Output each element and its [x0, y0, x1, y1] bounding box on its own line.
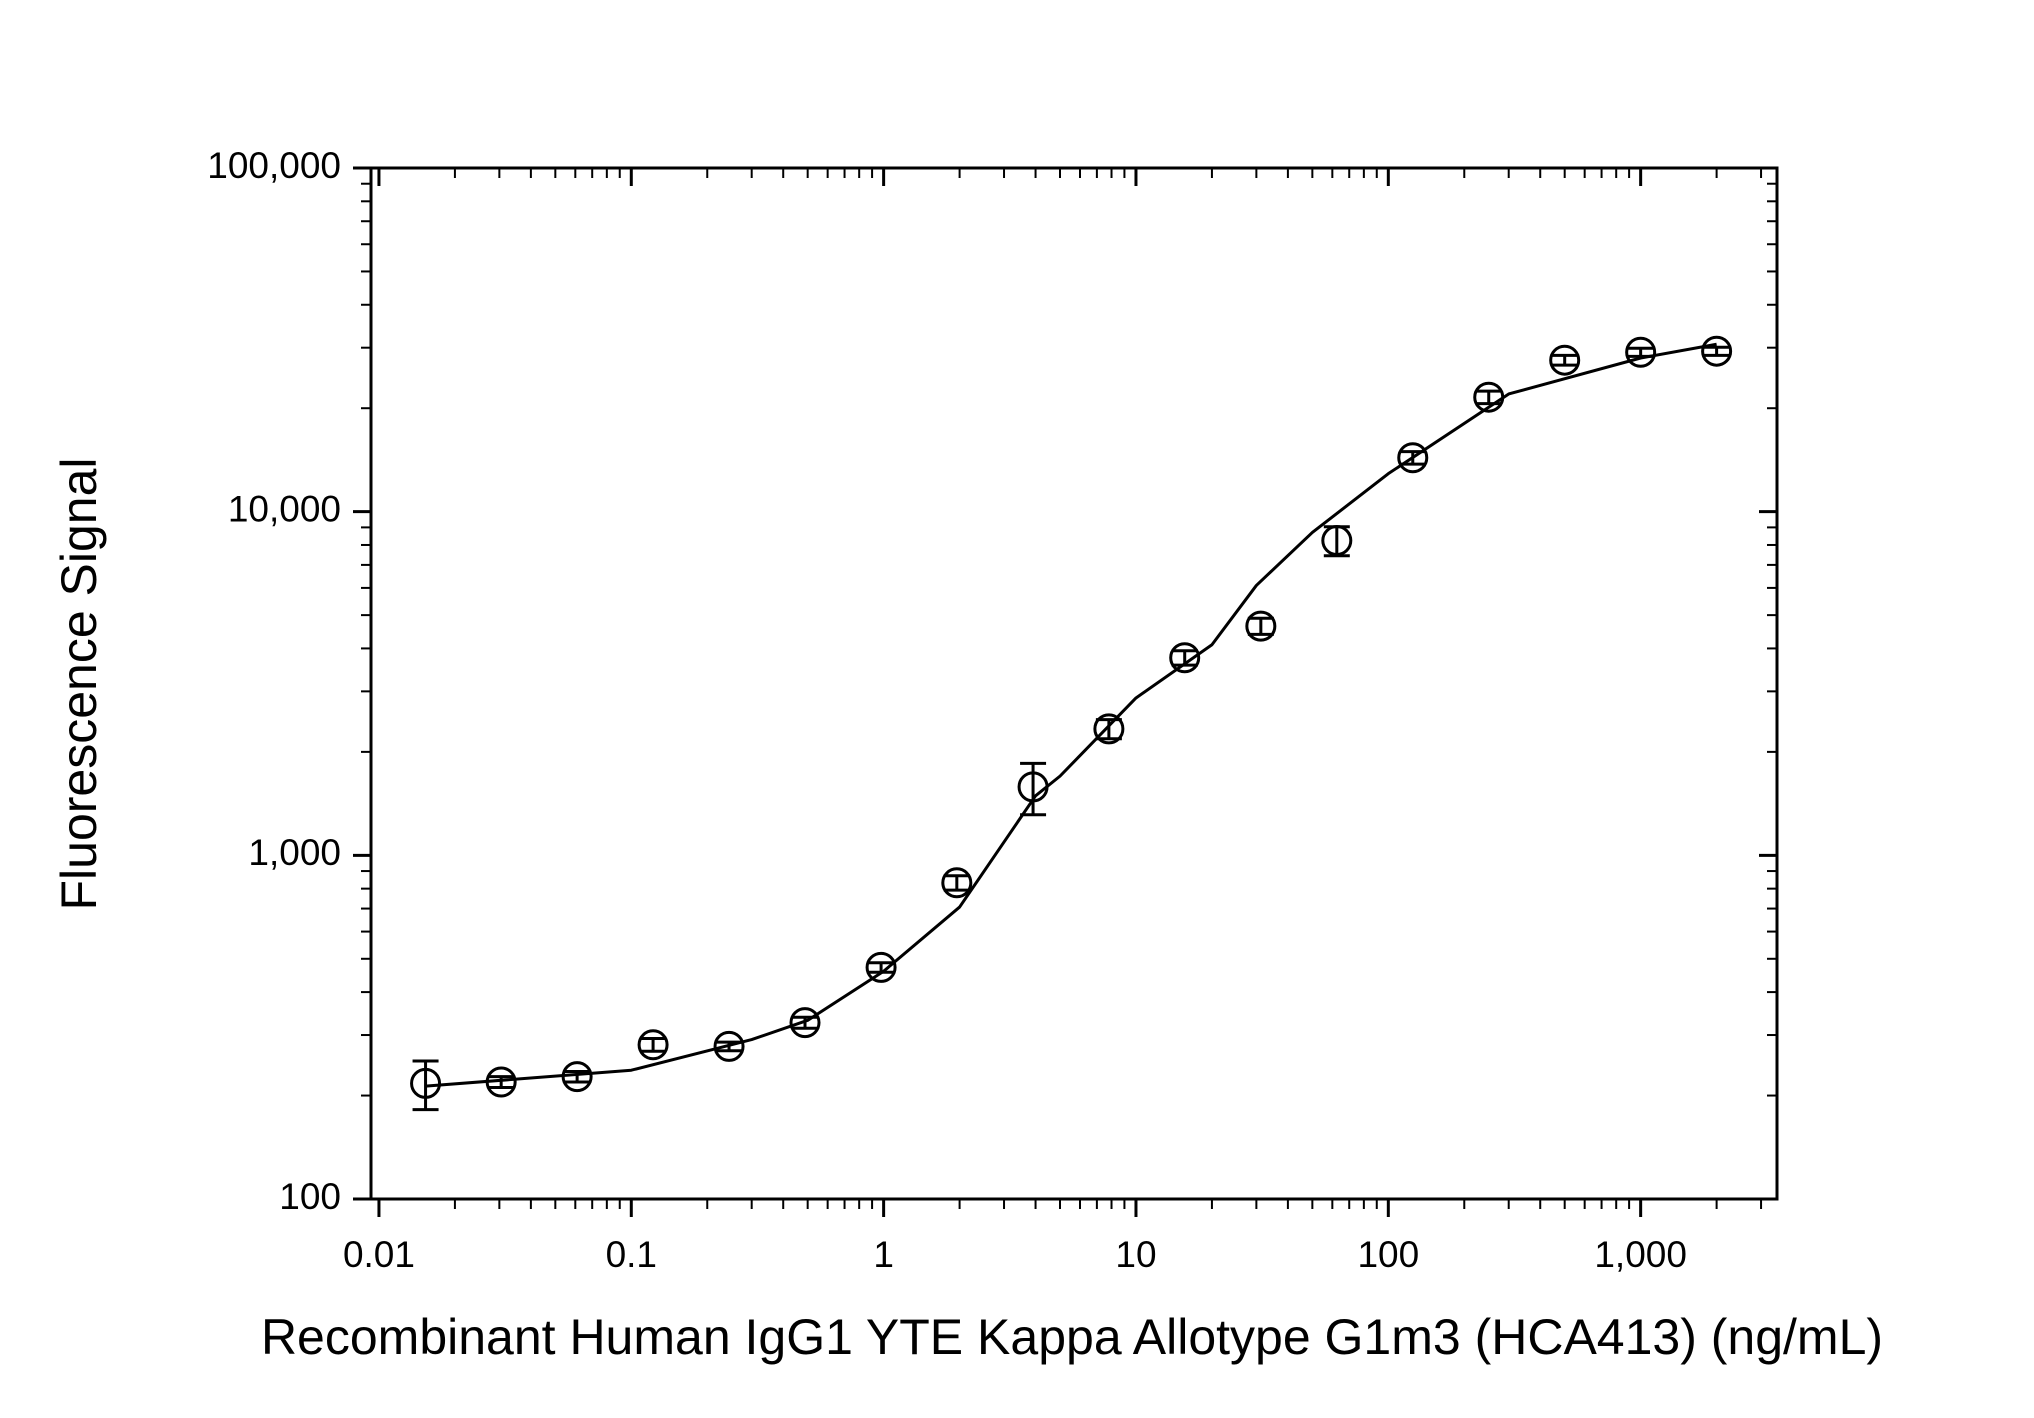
y-tick-label: 1,000 [248, 832, 341, 873]
data-point [1321, 525, 1353, 557]
error-bar [1475, 389, 1502, 406]
error-bar [1247, 616, 1274, 636]
data-point [410, 1067, 442, 1099]
data-point [1245, 610, 1277, 642]
data-point [637, 1029, 669, 1061]
x-tick-label: 0.1 [606, 1234, 657, 1275]
data-point [713, 1030, 745, 1062]
error-bar [488, 1075, 515, 1090]
data-point [865, 951, 897, 983]
data-point [1701, 335, 1733, 367]
y-tick-label: 10,000 [228, 488, 341, 529]
y-tick-label: 100,000 [207, 145, 341, 186]
x-tick-label: 100 [1357, 1234, 1419, 1275]
data-point [1093, 713, 1125, 745]
data-point [1549, 344, 1581, 376]
x-tick-label: 1,000 [1594, 1234, 1687, 1275]
plot-frame [369, 166, 1779, 1201]
data-point [1625, 336, 1657, 368]
error-bar [640, 1037, 667, 1053]
data-point [1169, 642, 1201, 674]
x-tick-label: 10 [1115, 1234, 1156, 1275]
fit-curve [425, 342, 1717, 1088]
error-bar [943, 874, 970, 892]
y-axis-title: Fluorescence Signal [51, 457, 107, 910]
y-tick-label: 100 [279, 1176, 341, 1217]
error-bar [1703, 345, 1730, 357]
x-tick-label: 1 [873, 1234, 894, 1275]
data-point [1397, 442, 1429, 474]
x-axis-title: Recombinant Human IgG1 YTE Kappa Allotyp… [261, 1309, 1883, 1365]
x-tick-label: 0.01 [343, 1234, 415, 1275]
data-point [941, 867, 973, 899]
error-bar [1551, 353, 1578, 367]
data-point [789, 1007, 821, 1039]
